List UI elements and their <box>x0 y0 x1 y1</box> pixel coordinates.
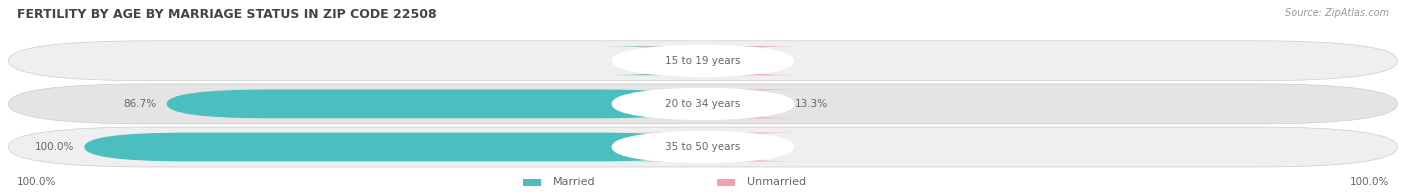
Text: 100.0%: 100.0% <box>35 142 75 152</box>
Text: 35 to 50 years: 35 to 50 years <box>665 142 741 152</box>
Text: 100.0%: 100.0% <box>1350 177 1389 187</box>
FancyBboxPatch shape <box>617 46 806 75</box>
FancyBboxPatch shape <box>8 84 1398 124</box>
Text: 0.0%: 0.0% <box>730 56 756 66</box>
FancyBboxPatch shape <box>717 179 735 186</box>
FancyBboxPatch shape <box>617 133 806 161</box>
Text: 15 to 19 years: 15 to 19 years <box>665 56 741 66</box>
FancyBboxPatch shape <box>8 41 1398 81</box>
Text: Source: ZipAtlas.com: Source: ZipAtlas.com <box>1285 8 1389 18</box>
Text: FERTILITY BY AGE BY MARRIAGE STATUS IN ZIP CODE 22508: FERTILITY BY AGE BY MARRIAGE STATUS IN Z… <box>17 8 436 21</box>
FancyBboxPatch shape <box>600 46 789 75</box>
FancyBboxPatch shape <box>523 179 541 186</box>
FancyBboxPatch shape <box>8 127 1398 167</box>
Text: Unmarried: Unmarried <box>747 177 806 187</box>
FancyBboxPatch shape <box>682 90 806 118</box>
Text: 20 to 34 years: 20 to 34 years <box>665 99 741 109</box>
FancyBboxPatch shape <box>612 44 794 77</box>
Text: 86.7%: 86.7% <box>124 99 157 109</box>
FancyBboxPatch shape <box>612 130 794 164</box>
Text: Married: Married <box>553 177 595 187</box>
Text: 100.0%: 100.0% <box>17 177 56 187</box>
FancyBboxPatch shape <box>612 87 794 121</box>
FancyBboxPatch shape <box>167 90 703 118</box>
FancyBboxPatch shape <box>84 133 703 161</box>
Text: 0.0%: 0.0% <box>650 56 676 66</box>
Text: 0.0%: 0.0% <box>730 142 756 152</box>
Text: 13.3%: 13.3% <box>796 99 828 109</box>
